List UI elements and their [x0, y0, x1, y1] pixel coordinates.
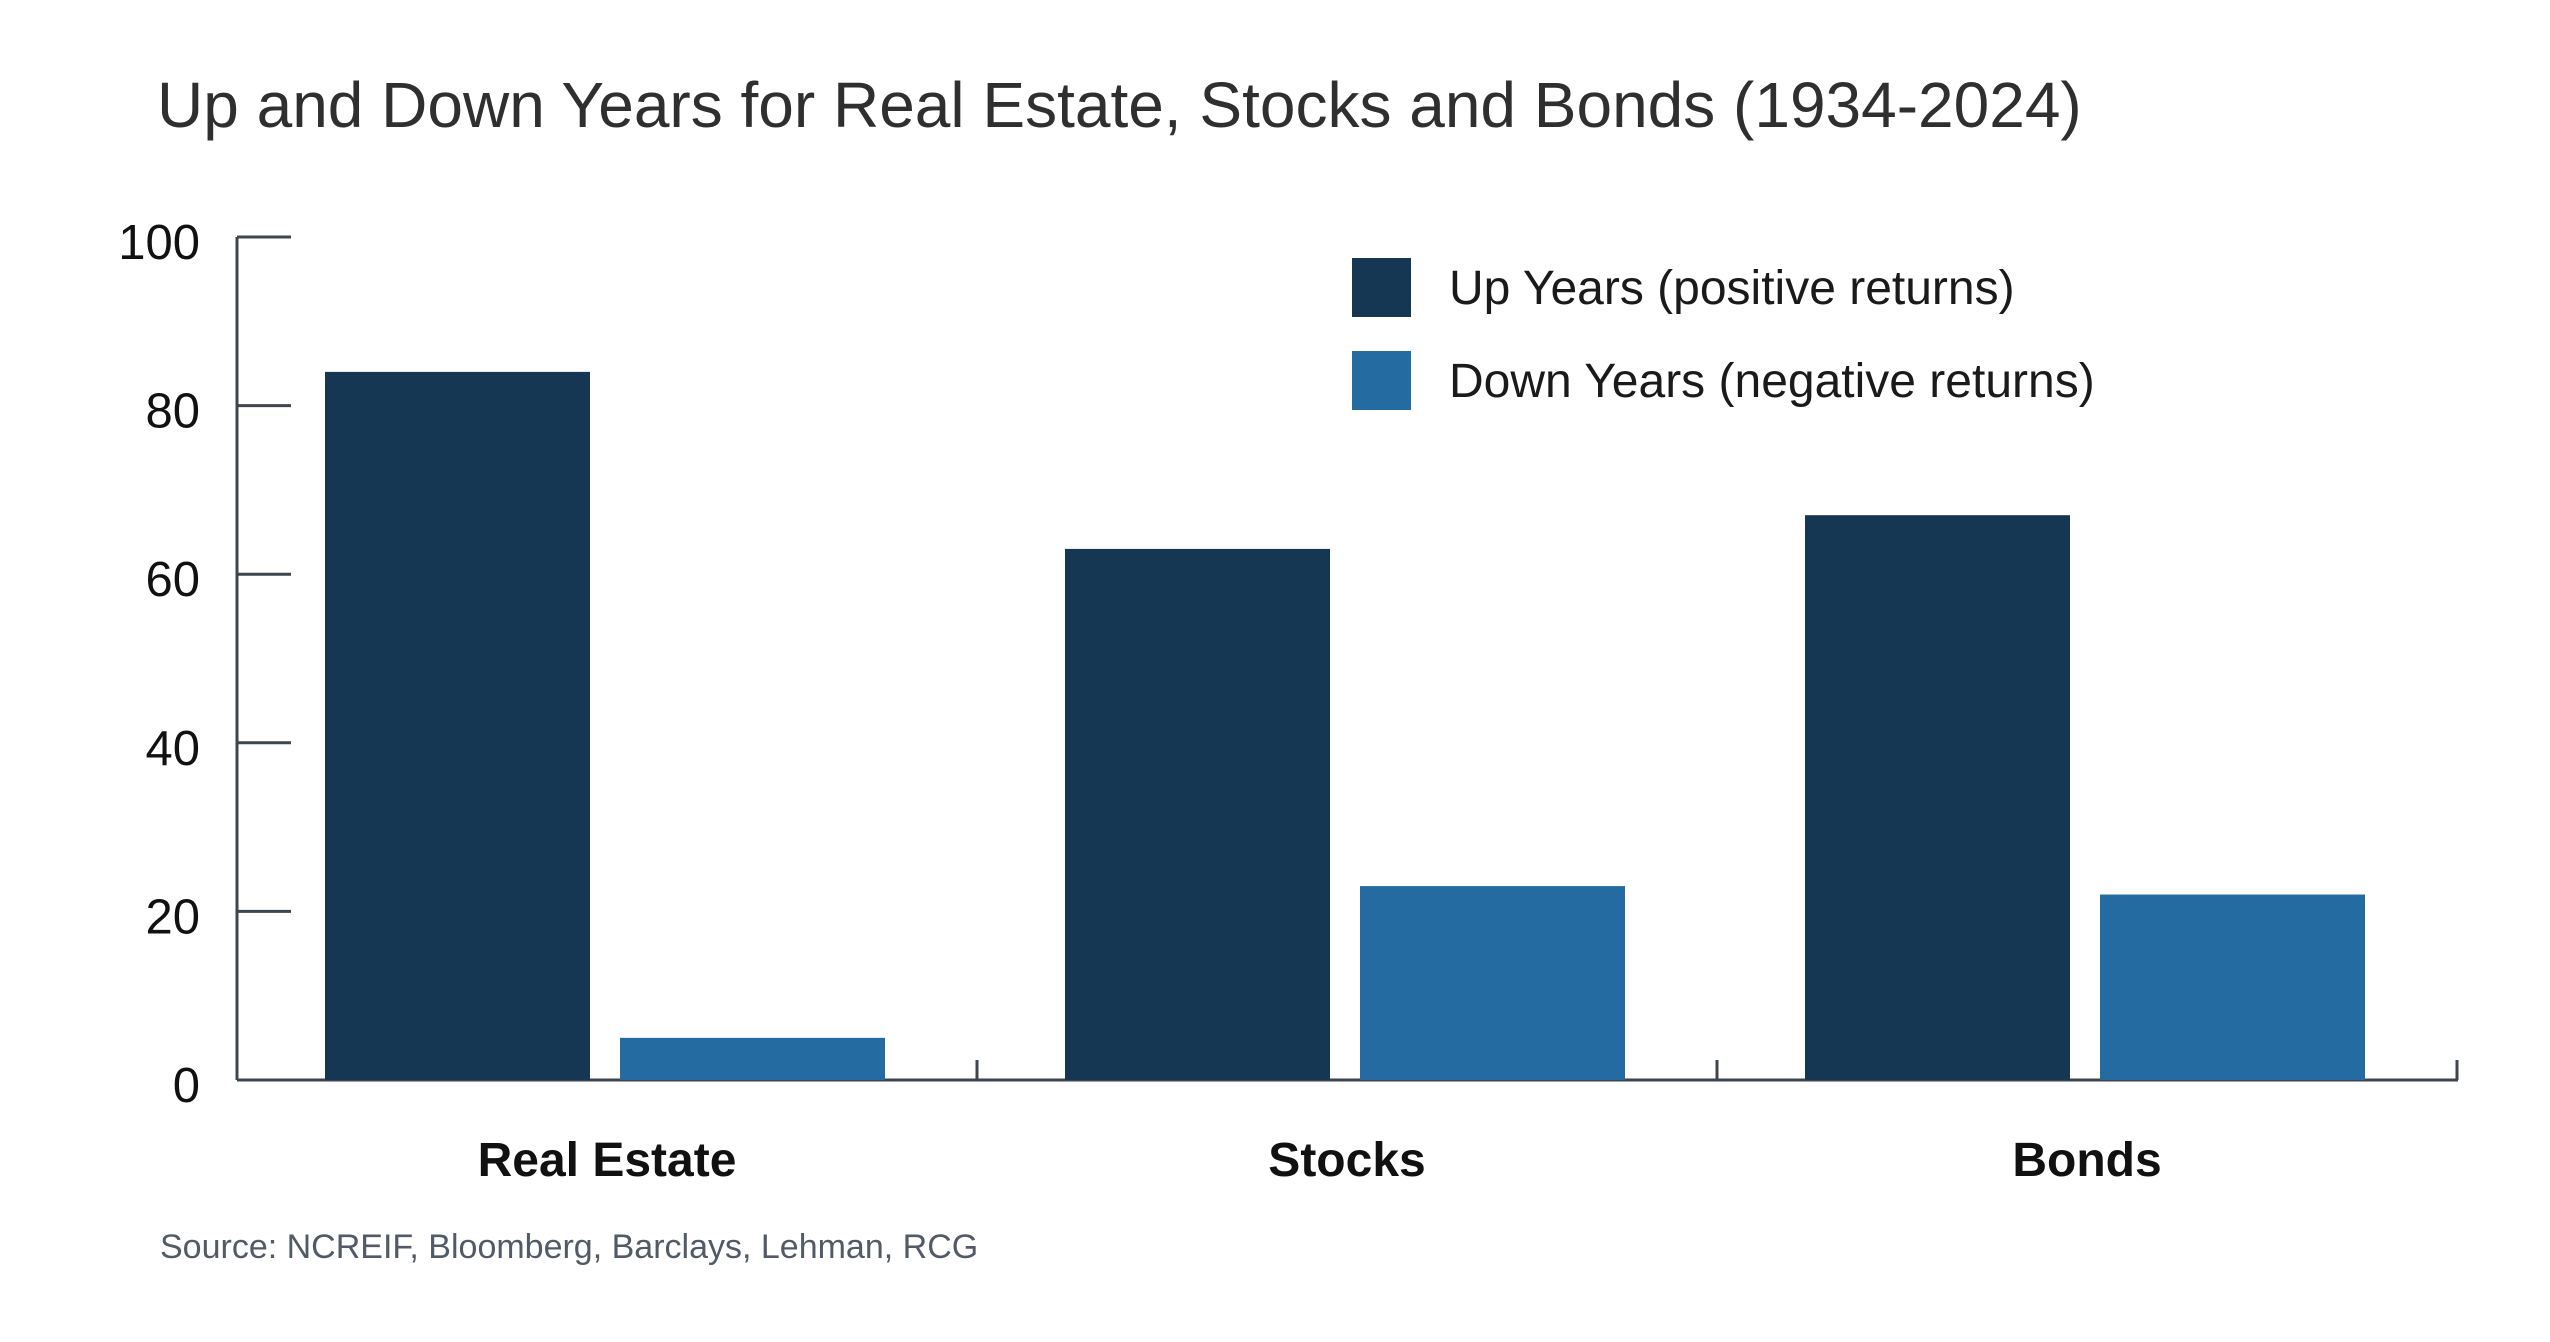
bar-down-years	[2100, 894, 2365, 1080]
legend-swatch	[1352, 351, 1411, 410]
bars	[325, 371, 2365, 1080]
legend-label: Down Years (negative returns)	[1449, 355, 2095, 408]
legend-swatch	[1352, 258, 1411, 317]
legend: Up Years (positive returns) Down Years (n…	[1352, 258, 2095, 410]
bar-down-years	[620, 1037, 885, 1080]
bar-up-years	[1065, 548, 1330, 1080]
x-category-label: Real Estate	[478, 1134, 737, 1187]
y-tick-label: 40	[145, 722, 200, 776]
x-category-label: Stocks	[1268, 1134, 1425, 1187]
y-tick-label: 80	[145, 385, 200, 439]
legend-label: Up Years (positive returns)	[1449, 262, 2015, 315]
y-tick-label: 0	[173, 1059, 200, 1113]
y-tick-label: 100	[118, 216, 200, 270]
chart-source: Source: NCREIF, Bloomberg, Barclays, Leh…	[160, 1228, 979, 1266]
bar-down-years	[1360, 886, 1625, 1080]
bar-up-years	[325, 371, 590, 1080]
axes	[235, 235, 2459, 1082]
bar-up-years	[1805, 515, 2070, 1080]
y-tick-label: 20	[145, 890, 200, 944]
chart-title: Up and Down Years for Real Estate, Stock…	[157, 69, 2082, 141]
y-tick-label: 60	[145, 553, 200, 607]
x-category-label: Bonds	[2012, 1134, 2161, 1187]
axis-labels: 0 20 40 60 80 100 Real Estate Stocks Bonds	[118, 216, 2161, 1187]
